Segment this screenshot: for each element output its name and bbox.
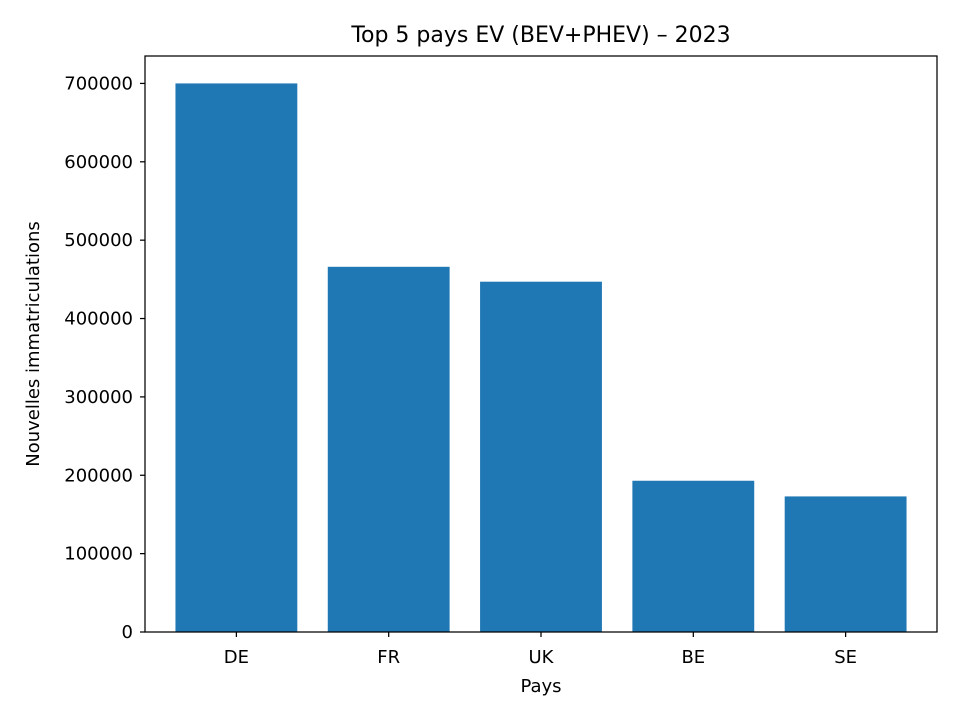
x-tick-label: DE	[224, 647, 249, 668]
x-tick-label: FR	[377, 647, 400, 668]
y-tick-label: 500000	[64, 230, 133, 251]
y-tick-label: 700000	[64, 73, 133, 94]
x-tick-label: UK	[529, 647, 555, 668]
y-tick-label: 200000	[64, 465, 133, 486]
chart-title: Top 5 pays EV (BEV+PHEV) – 2023	[350, 23, 730, 48]
bar-be	[632, 480, 755, 632]
y-tick-label: 0	[122, 622, 133, 643]
y-tick-label: 100000	[64, 544, 133, 565]
plot-frame	[144, 55, 938, 633]
y-axis-label: Nouvelles immatriculations	[23, 221, 44, 467]
x-axis: DE FR UK BE SE	[224, 632, 857, 668]
x-tick-label: SE	[834, 647, 857, 668]
x-tick-label: BE	[681, 647, 705, 668]
x-axis-label: Pays	[520, 676, 561, 697]
y-tick-label: 400000	[64, 309, 133, 330]
bar-de	[175, 83, 298, 632]
y-tick-label: 600000	[64, 152, 133, 173]
bar-se	[784, 496, 907, 632]
y-tick-label: 300000	[64, 387, 133, 408]
y-axis: 0 100000 200000 300000 400000 500000 600000 700…	[64, 73, 145, 643]
bar-fr	[327, 266, 450, 632]
bar-uk	[480, 281, 602, 632]
bars-layer	[175, 83, 907, 632]
